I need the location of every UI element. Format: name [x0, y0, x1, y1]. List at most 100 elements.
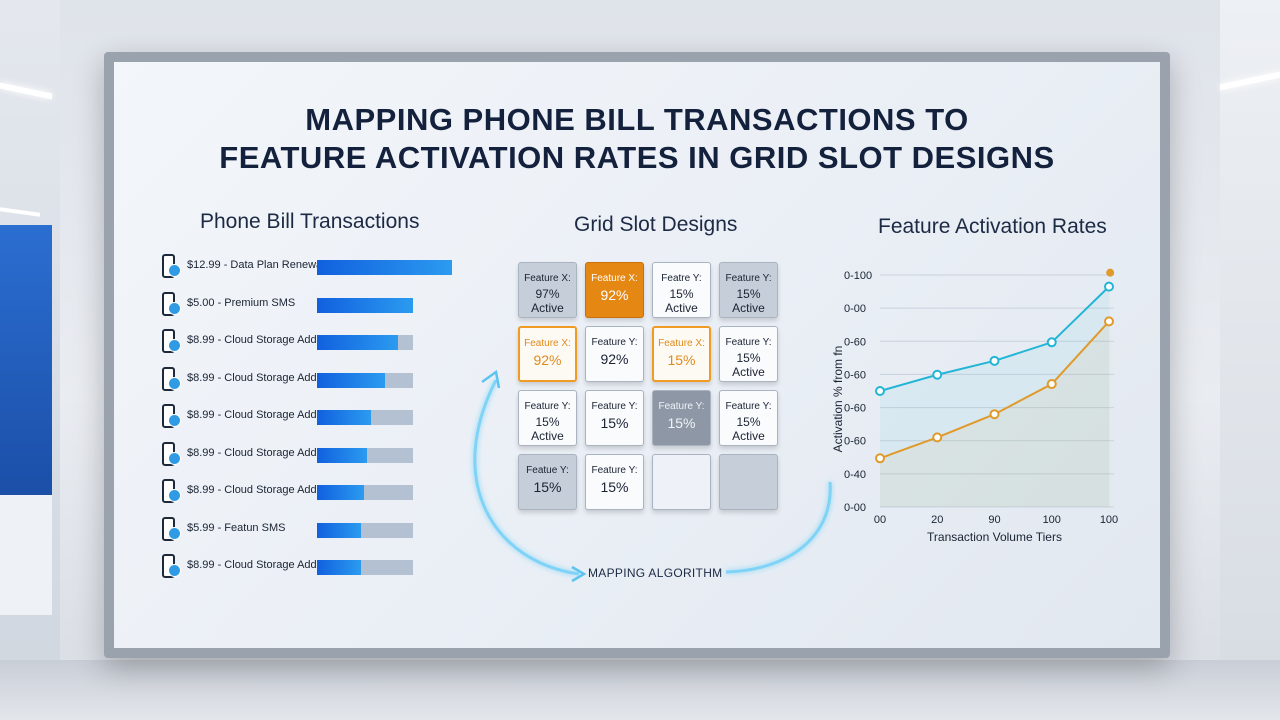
slot-feature-label: Feature X:	[591, 273, 638, 284]
y-tick-label: 0-60	[844, 403, 866, 415]
x-tick-label: 100	[1100, 514, 1118, 526]
slot-feature-label: Feature Y:	[725, 337, 772, 348]
transaction-bar-track	[317, 522, 413, 538]
phone-icon	[162, 404, 181, 428]
transaction-row: $8.99 - Cloud Storage Add-on	[162, 404, 462, 430]
room-wall-right	[1220, 0, 1280, 720]
transaction-bar-fill	[317, 297, 413, 313]
dollar-coin-icon	[168, 564, 181, 577]
slot-activation-value: 92%	[600, 287, 629, 303]
y-axis-label: Activation % from fn	[831, 346, 845, 453]
dollar-coin-icon	[168, 301, 181, 315]
grid-slot[interactable]: Feature X: 92%	[518, 326, 577, 382]
transaction-bar-track	[317, 447, 413, 463]
data-point	[989, 355, 1000, 366]
dollar-coin-icon	[168, 339, 181, 352]
mapping-arrowhead-bottom	[571, 565, 587, 583]
slot-activation-value: 15%	[600, 415, 629, 431]
activation-chart: 0-100 0-00 0-60 0-60 0-60 0-60 0-40 0-00 00 20 90 1…	[831, 268, 1118, 544]
grid-slot[interactable]: Feature Y: 15% Active	[719, 326, 778, 382]
mapping-arrows	[473, 369, 832, 583]
transaction-bar-track	[317, 372, 413, 388]
data-point	[989, 409, 1000, 420]
transaction-bar-track	[317, 485, 413, 500]
slot-activation-value: 15% Active	[732, 287, 765, 315]
slot-activation-value: 15%	[533, 479, 562, 495]
page-title-line1: MAPPING PHONE BILL TRANSACTIONS TO	[305, 102, 969, 137]
transaction-row: $8.99 - Cloud Storage Add-on	[162, 329, 462, 355]
slot-activation-value: 15% Active	[531, 415, 564, 443]
y-tick-label: 0-00	[844, 303, 866, 315]
room-floor	[0, 660, 1280, 720]
phone-icon	[162, 479, 181, 503]
slot-feature-label: Featre Y:	[661, 273, 702, 284]
slot-feature-label: Feature Y:	[591, 337, 638, 348]
transaction-bar-track	[317, 335, 413, 350]
data-point	[875, 453, 885, 464]
grid-slot[interactable]: Feature Y: 15% Active	[518, 390, 577, 446]
slot-feature-label: Feature X:	[658, 338, 705, 349]
transaction-bar-track	[317, 260, 452, 275]
x-tick-label: 00	[874, 514, 886, 526]
slot-feature-label: Feature Y:	[725, 273, 772, 284]
grid-slot[interactable]	[719, 454, 778, 510]
data-point	[1046, 337, 1057, 348]
slot-activation-value: 15% Active	[732, 351, 765, 379]
x-axis-label: Transaction Volume Tiers	[927, 530, 1062, 544]
grid-slot[interactable]: Featre Y: 15% Active	[652, 262, 711, 318]
mapping-arc-right	[725, 481, 832, 574]
grid-slot[interactable]: Feature X: 92%	[585, 262, 644, 318]
phone-icon	[162, 291, 181, 316]
transaction-bar-fill	[317, 560, 362, 575]
grid-slot[interactable]: Feature Y: 15%	[585, 390, 644, 446]
y-tick-label: 0-60	[844, 369, 866, 381]
grid-slot[interactable]: Feature X: 97% Active	[518, 262, 577, 318]
transaction-label: $8.99 - Cloud Storage Add-on	[187, 559, 333, 571]
slot-activation-value: 15%	[600, 479, 629, 495]
transaction-bar-fill	[317, 335, 398, 350]
grid-slot[interactable]: Feature X: 15%	[652, 326, 711, 382]
dollar-coin-icon	[168, 414, 181, 427]
slot-activation-value: 92%	[533, 352, 562, 368]
display-screen: MAPPING PHONE BILL TRANSACTIONS TO FEATU…	[114, 62, 1160, 648]
slot-feature-label: Feature Y:	[591, 401, 638, 412]
transaction-row: $5.00 - Premium SMS	[162, 291, 462, 318]
grid-slot[interactable]: Feature Y: 92%	[585, 326, 644, 382]
phone-icon	[162, 254, 181, 278]
slot-activation-value: 92%	[600, 351, 629, 367]
dollar-coin-icon	[168, 264, 181, 277]
y-tick-label: 0-60	[844, 336, 866, 348]
slot-activation-value: 15%	[667, 415, 696, 431]
grid-slot[interactable]: Featue Y: 15%	[518, 454, 577, 510]
grid-slot[interactable]: Feature Y: 15% Active	[719, 390, 778, 446]
transaction-bar-fill	[317, 260, 452, 275]
phone-icon	[162, 329, 181, 353]
slot-activation-value: 97% Active	[531, 287, 564, 315]
x-tick-label: 100	[1043, 514, 1061, 526]
transaction-row: $8.99 - Cloud Storage Add-on	[162, 554, 462, 580]
data-point	[1046, 379, 1057, 390]
transaction-bar-fill	[317, 522, 362, 538]
grid-slot[interactable]: Feature Y: 15% Active	[719, 262, 778, 318]
y-tick-label: 0-00	[844, 502, 866, 514]
mapping-arc-left	[473, 379, 580, 576]
transaction-bar-track	[317, 410, 413, 425]
mapping-algorithm-label: MAPPING ALGORITHM	[588, 566, 723, 580]
chart-title-text: Feature Activation Rates	[878, 215, 1107, 238]
grid-slot[interactable]	[652, 454, 711, 510]
grid-slot[interactable]: Feature Y: 15%	[652, 390, 711, 446]
dollar-coin-icon	[168, 451, 181, 465]
phone-icon	[162, 554, 181, 578]
transaction-label: $8.99 - Cloud Storage Add-on	[187, 334, 333, 346]
transaction-bar-track	[317, 297, 413, 313]
slot-feature-label: Feature Y:	[725, 401, 772, 412]
slot-feature-label: Featue Y:	[526, 465, 569, 476]
transaction-label: $5.99 - Featun SMS	[187, 521, 286, 534]
transaction-label: $8.99 - Cloud Storage Add-on	[187, 371, 333, 384]
transaction-row: $8.99 - Cloud Storage Add-on	[162, 366, 462, 393]
transaction-label: $8.99 - Cloud Storage Add-on	[187, 446, 333, 459]
phone-icon	[162, 516, 181, 541]
transaction-label: $8.99 - Cloud Storage Add-on	[187, 409, 333, 421]
transaction-bar-fill	[317, 410, 371, 425]
grid-slot[interactable]: Feature Y: 15%	[585, 454, 644, 510]
